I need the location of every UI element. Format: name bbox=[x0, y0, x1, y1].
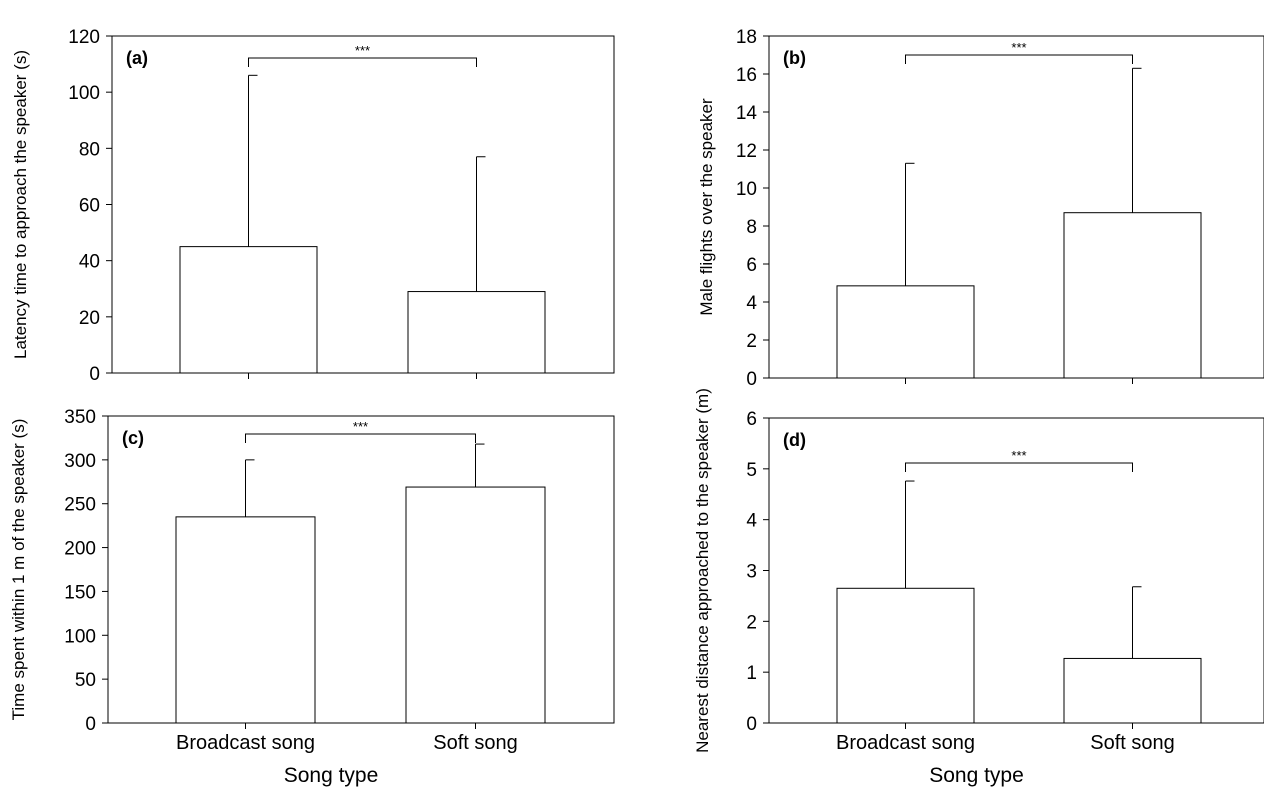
y-tick-label: 6 bbox=[746, 255, 757, 276]
y-tick-label: 2 bbox=[746, 331, 757, 352]
y-tick-label: 0 bbox=[85, 714, 96, 735]
significance-label: *** bbox=[1011, 448, 1026, 463]
y-tick-label: 60 bbox=[79, 196, 100, 217]
panel-a: 0 20 40 60 80 100 120 Latency time to approach … bbox=[11, 27, 615, 385]
significance-bracket bbox=[905, 54, 1133, 64]
y-axis-label: Time spent within 1 m of the speaker (s) bbox=[9, 419, 28, 721]
y-tick-label: 6 bbox=[746, 409, 757, 430]
y-tick-label: 0 bbox=[746, 369, 757, 390]
y-tick-label: 20 bbox=[79, 308, 100, 329]
y-tick-label: 10 bbox=[736, 179, 757, 200]
panel-c: 0 50 100 150 200 250 300 350 Time spent within 1… bbox=[9, 407, 615, 787]
panel-label: (c) bbox=[122, 428, 144, 448]
y-axis-label: Latency time to approach the speaker (s) bbox=[11, 50, 30, 359]
significance-label: *** bbox=[1011, 40, 1026, 55]
plot-frame bbox=[107, 415, 615, 724]
y-tick-label: 50 bbox=[75, 670, 96, 691]
significance-label: *** bbox=[355, 43, 370, 58]
y-tick-label: 5 bbox=[746, 460, 757, 481]
bar bbox=[1063, 657, 1202, 724]
y-tick-label: 8 bbox=[746, 217, 757, 238]
significance-bracket bbox=[905, 462, 1133, 472]
y-tick-label: 100 bbox=[68, 83, 100, 104]
y-tick-label: 200 bbox=[64, 539, 96, 560]
y-tick-label: 4 bbox=[746, 293, 757, 314]
y-axis-label: Nearest distance approached to the speak… bbox=[693, 388, 712, 753]
y-tick-label: 40 bbox=[79, 252, 100, 273]
y-tick-label: 4 bbox=[746, 511, 757, 532]
y-tick-label: 18 bbox=[736, 27, 757, 48]
y-tick-label: 100 bbox=[64, 626, 96, 647]
panel-d: 0 1 2 3 4 5 6 Nearest distance approached to th… bbox=[693, 388, 1264, 787]
bar bbox=[179, 246, 318, 374]
x-axis-label: Song type bbox=[284, 764, 379, 787]
x-axis-label: Song type bbox=[929, 764, 1024, 787]
panel-b: 0 2 4 6 8 10 12 14 16 18 Male flights over the spe… bbox=[697, 27, 1264, 390]
x-tick-label: Broadcast song bbox=[836, 732, 975, 754]
bar bbox=[407, 291, 546, 374]
x-tick-label: Broadcast song bbox=[176, 732, 315, 754]
panel-label: (d) bbox=[783, 430, 806, 450]
significance-label: *** bbox=[353, 419, 368, 434]
bar bbox=[836, 587, 975, 724]
y-tick-label: 0 bbox=[746, 714, 757, 735]
y-tick-label: 80 bbox=[79, 139, 100, 160]
panel-label: (b) bbox=[783, 48, 806, 68]
plot-frame bbox=[768, 35, 1264, 379]
bar bbox=[836, 285, 975, 379]
x-tick-label: Soft song bbox=[433, 732, 518, 754]
y-axis-label: Male flights over the speaker bbox=[697, 98, 716, 316]
y-tick-label: 2 bbox=[746, 612, 757, 633]
y-tick-label: 150 bbox=[64, 582, 96, 603]
significance-bracket bbox=[248, 57, 477, 67]
y-tick-label: 12 bbox=[736, 141, 757, 162]
y-tick-label: 350 bbox=[64, 407, 96, 428]
x-tick-label: Soft song bbox=[1090, 732, 1175, 754]
significance-bracket bbox=[245, 433, 476, 443]
y-tick-label: 250 bbox=[64, 495, 96, 516]
panel-label: (a) bbox=[126, 48, 148, 68]
bar bbox=[1063, 212, 1202, 379]
y-tick-label: 16 bbox=[736, 65, 757, 86]
y-tick-label: 14 bbox=[736, 103, 758, 124]
y-tick-label: 1 bbox=[746, 663, 757, 684]
y-tick-label: 0 bbox=[89, 364, 100, 385]
y-tick-label: 3 bbox=[746, 562, 757, 583]
y-tick-label: 300 bbox=[64, 451, 96, 472]
y-tick-label: 120 bbox=[68, 27, 100, 48]
bar bbox=[405, 486, 546, 724]
bar bbox=[175, 516, 316, 724]
